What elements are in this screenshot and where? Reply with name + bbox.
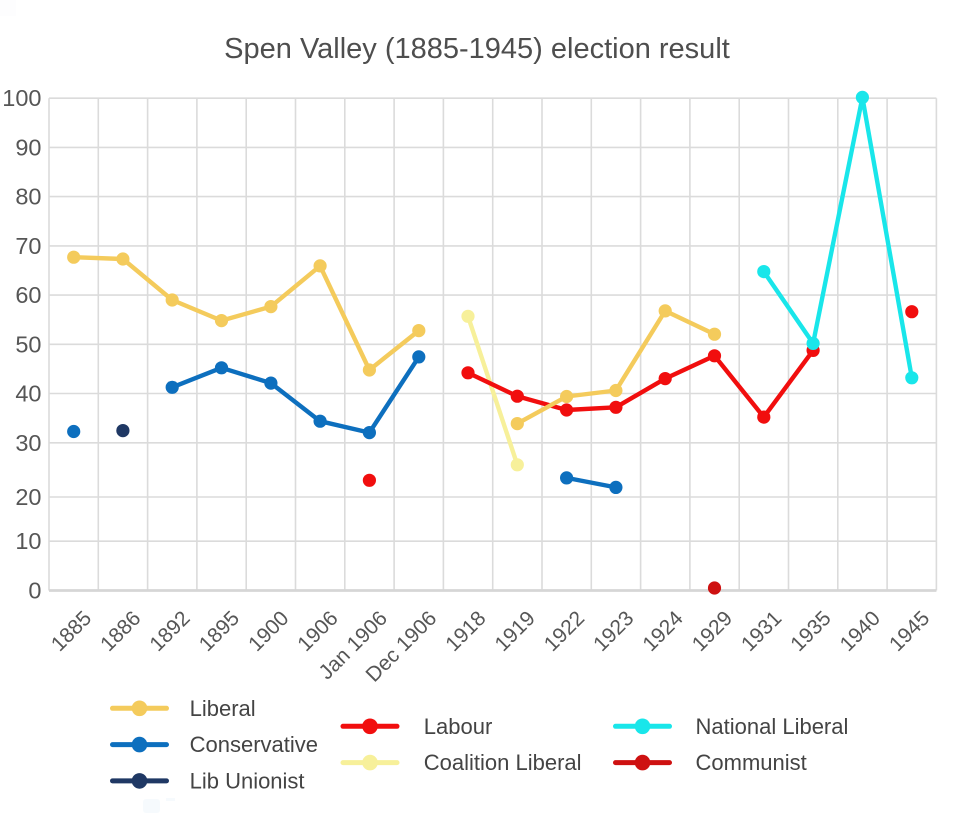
svg-text:90: 90 [15,134,41,160]
svg-text:70: 70 [15,233,41,259]
svg-text:20: 20 [15,484,41,510]
svg-text:50: 50 [15,331,41,357]
svg-text:80: 80 [15,184,41,210]
svg-text:Communist: Communist [696,750,807,775]
svg-text:Coalition Liberal: Coalition Liberal [424,750,582,775]
svg-text:Spen Valley (1885-1945) electi: Spen Valley (1885-1945) election result [224,33,730,65]
svg-text:Lib Unionist: Lib Unionist [190,768,305,793]
svg-text:60: 60 [15,282,41,308]
svg-text:National Liberal: National Liberal [696,714,849,739]
svg-text:Labour: Labour [424,714,493,739]
svg-text:10: 10 [15,528,41,554]
svg-text:Conservative: Conservative [190,732,318,757]
svg-text:0: 0 [28,578,41,604]
svg-text:30: 30 [15,430,41,456]
svg-text:40: 40 [15,381,41,407]
svg-text:Liberal: Liberal [190,696,256,721]
svg-text:100: 100 [2,85,41,111]
